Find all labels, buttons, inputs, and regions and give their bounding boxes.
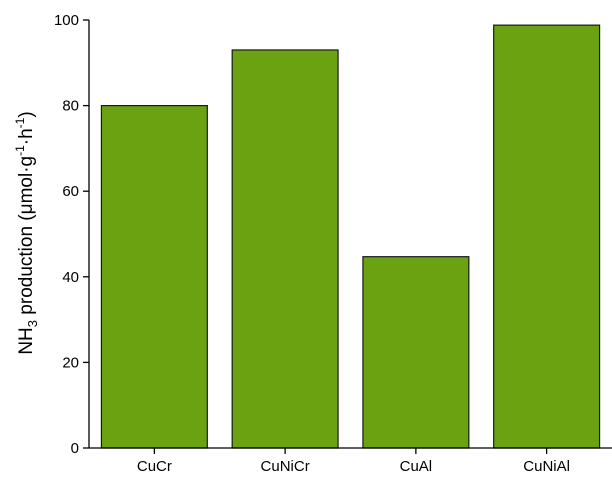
svg-text:NH3 production (μmol·g-1·h-1): NH3 production (μmol·g-1·h-1) (13, 111, 40, 354)
y-axis-title-dot: ·h (16, 128, 37, 145)
bar-cucr (100, 104, 208, 449)
bar-cunicr (231, 49, 339, 449)
x-tick-label: CuNiCr (261, 458, 310, 475)
y-tick-label: 40 (62, 269, 79, 286)
bar-cual (362, 256, 470, 449)
y-axis-title-sup2: -1 (13, 117, 27, 128)
y-axis-title: NH3 production (μmol·g-1·h-1) (13, 111, 40, 354)
y-axis-title-sup1: -1 (13, 145, 27, 156)
y-axis-title-post: ) (16, 111, 37, 117)
x-tick-label: CuCr (137, 458, 172, 475)
y-axis-ticks: 0 20 40 60 80 100 (54, 12, 89, 457)
y-tick-label: 60 (62, 183, 79, 200)
x-axis-ticks: CuCr CuNiCr CuAl CuNiAl (137, 448, 570, 475)
y-axis-title-mid: production (μmol·g (16, 156, 37, 320)
y-axis-title-pre: NH (16, 327, 37, 354)
y-tick-label: 0 (71, 440, 79, 457)
y-tick-label: 20 (62, 354, 79, 371)
y-axis-title-sub: 3 (25, 320, 40, 327)
y-tick-label: 100 (54, 12, 79, 29)
x-tick-label: CuAl (400, 458, 433, 475)
y-tick-label: 80 (62, 98, 79, 115)
bars-group (100, 24, 601, 449)
bar-cunial (493, 24, 601, 449)
x-tick-label: CuNiAl (523, 458, 570, 475)
